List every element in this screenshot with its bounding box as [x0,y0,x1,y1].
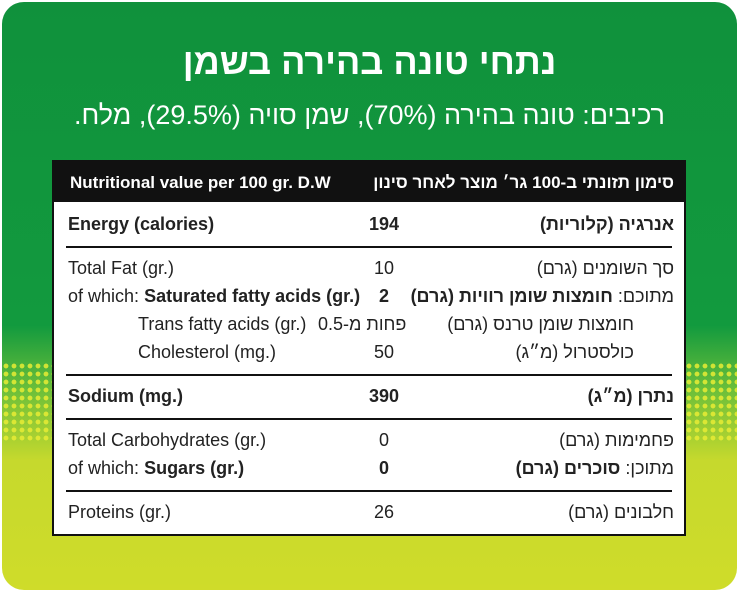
sodium-label-en: Sodium (mg.) [68,386,183,406]
carbs-label-he: פחמימות (גרם) [559,430,674,450]
energy-label-he: אנרגיה (קלוריות) [539,214,674,234]
trans-value: פחות מ-0.5 [318,314,407,334]
trans-label-en: Trans fatty acids (gr.) [138,314,307,334]
cholesterol-value: 50 [373,342,395,362]
proteins-label-en: Proteins (gr.) [68,502,172,522]
proteins-label-he: חלבונים (גרם) [568,502,674,522]
sugars-label-en: of which: Sugars (gr.) [68,458,245,478]
proteins-value: 26 [373,502,395,522]
cholesterol-label-he: כולסטרול (מ״ג) [515,342,634,362]
energy-label-en: Energy (calories) [68,214,215,234]
header-hebrew: סימון תזונתי ב-100 גר׳ מוצר לאחר סינון [373,173,674,192]
divider [66,490,672,492]
carbs-value: 0 [378,430,389,450]
carbs-label-en: Total Carbohydrates (gr.) [68,430,267,450]
cholesterol-label-en: Cholesterol (mg.) [138,342,277,362]
sugars-value: 0 [378,458,389,478]
nutrition-table-header: Nutritional value per 100 gr. D.W סימון … [54,162,684,202]
divider [66,418,672,420]
sugars-label-he: מתוכן: סוכרים (גרם) [515,458,674,478]
sodium-value: 390 [368,386,400,406]
energy-value: 194 [368,214,400,234]
saturated-label-he: מתוכם: חומצות שומן רוויות (גרם) [410,286,674,306]
total-fat-label-en: Total Fat (gr.) [68,258,175,278]
sodium-label-he: נתרן (מ״ג) [587,386,674,406]
saturated-value: 2 [378,286,389,306]
ingredients-line: רכיבים: טונה בהירה (70%), שמן סויה (29.5… [74,100,665,130]
divider [66,374,672,376]
saturated-label-en: of which: Saturated fatty acids (gr.) [68,286,361,306]
total-fat-label-he: סך השומנים (גרם) [536,258,674,278]
trans-label-he: חומצות שומן טרנס (גרם) [447,314,634,334]
total-fat-value: 10 [373,258,395,278]
halftone-dots-right [677,362,737,442]
divider [66,246,672,248]
header-english: Nutritional value per 100 gr. D.W [70,173,331,192]
product-title: נתחי טונה בהירה בשמן [182,41,557,82]
nutrition-table: Nutritional value per 100 gr. D.W סימון … [52,160,686,536]
